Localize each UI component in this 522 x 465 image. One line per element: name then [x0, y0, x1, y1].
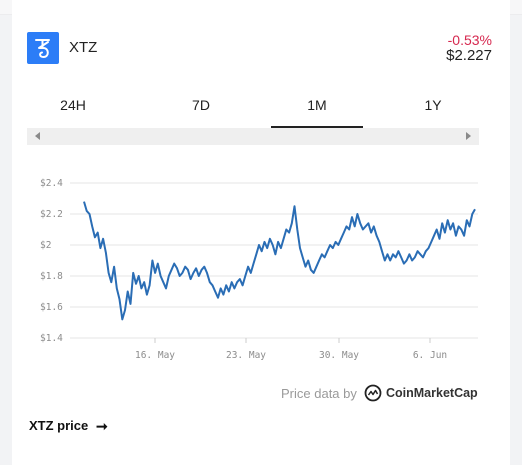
x-tick-label: 30. May [319, 350, 359, 361]
coin-symbol: XTZ [69, 39, 98, 56]
timeframe-tabs: 24H 7D 1M 1Y [27, 90, 471, 128]
tezos-icon [27, 32, 59, 64]
tab-1y[interactable]: 1Y [424, 97, 442, 113]
xtz-price-link[interactable]: XTZ price [29, 418, 89, 433]
x-tick-label: 16. May [135, 350, 175, 361]
y-tick-label: $2.2 [40, 209, 63, 220]
x-tick-label: 23. May [226, 350, 266, 361]
x-tick-label: 6. Jun [413, 350, 447, 361]
scroll-right-icon[interactable] [466, 132, 471, 140]
y-tick-label: $1.8 [40, 271, 63, 282]
price-series-line [83, 201, 476, 321]
tezos-glyph [35, 39, 50, 58]
chart-scrollbar[interactable] [27, 128, 479, 145]
tab-24h[interactable]: 24H [60, 97, 86, 113]
arrow-right-icon[interactable]: ➞ [96, 418, 108, 434]
coin-widget-card [12, 0, 510, 465]
y-tick-label: $2.4 [40, 178, 63, 189]
price-data-credit: Price data by [281, 386, 357, 401]
y-tick-label: $2 [40, 240, 51, 251]
price-chart: $1.4 $1.6 $1.8 $2 $2.2 $2.4 16. May 23. May 30. … [40, 178, 478, 361]
y-tick-label: $1.4 [40, 333, 63, 344]
price-change: -0.53% [447, 32, 492, 48]
scroll-left-icon[interactable] [35, 132, 40, 140]
y-tick-label: $1.6 [40, 302, 63, 313]
coinmarketcap-logo-icon[interactable] [364, 384, 382, 402]
tab-1m[interactable]: 1M [271, 90, 363, 128]
tab-7d[interactable]: 7D [192, 97, 210, 113]
coinmarketcap-link[interactable]: CoinMarketCap [386, 386, 478, 400]
current-price: $2.227 [446, 47, 492, 64]
